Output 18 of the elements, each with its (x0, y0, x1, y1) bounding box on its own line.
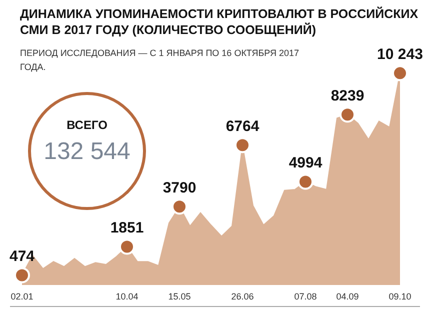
x-tick-label: 09.10 (388, 291, 412, 302)
data-label: 10 243 (377, 46, 423, 64)
x-tick-label: 26.06 (231, 291, 254, 302)
data-label: 474 (9, 248, 36, 266)
data-label: 6764 (226, 118, 260, 136)
data-label: 1851 (110, 220, 144, 237)
annotation: ВСЕГО (66, 118, 108, 132)
x-tick-label: 10.04 (116, 291, 138, 302)
chart-subtitle: ПЕРИОД ИССЛЕДОВАНИЯ — С 1 ЯНВАРЯ ПО 16 ОКТЯБРЯ 2017 ГОДА. (20, 47, 300, 74)
data-label: 3790 (162, 180, 196, 197)
data-label: 8239 (330, 88, 364, 105)
chart-title: ДИНАМИКА УПОМИНАЕМОСТИ КРИПТОВАЛЮТ В РОССИЙСКИХ СМИ В 2017 ГОДУ (КОЛИЧЕСТВО СООБЩЕНИЙ) (20, 6, 420, 38)
x-tick-label: 04.09 (336, 291, 359, 302)
data-label: 4994 (288, 154, 323, 172)
x-tick-label: 15.05 (168, 291, 191, 302)
x-tick-label: 02.01 (10, 291, 34, 302)
x-tick-label: 07.08 (294, 291, 317, 302)
annotation: 132 544 (42, 138, 132, 166)
